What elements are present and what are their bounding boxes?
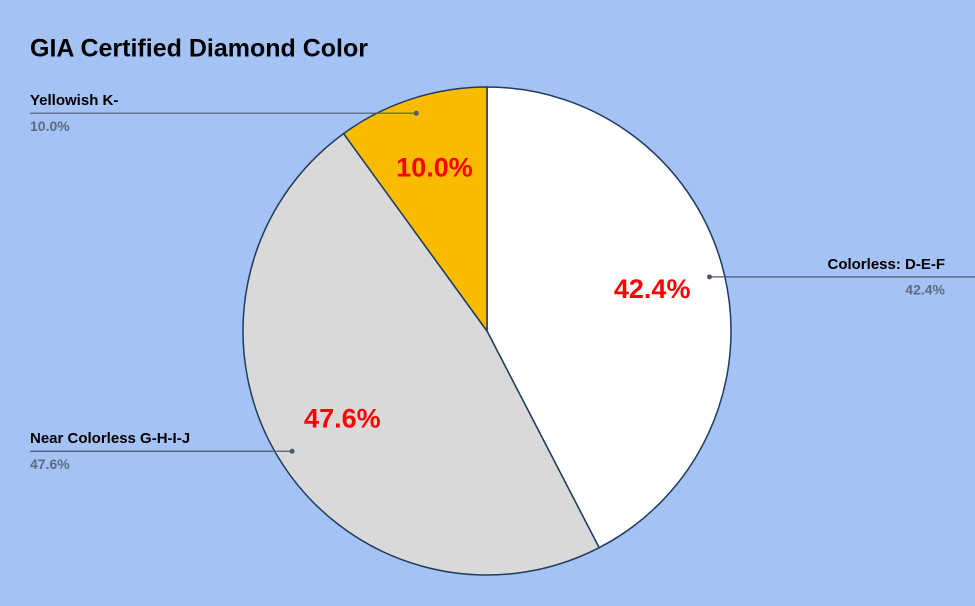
callout-value: 10.0% [30,118,70,134]
pie-slice [486,86,732,549]
legend-label: Near Colorless G-H-I-J [30,430,190,447]
legend-label: Yellowish K- [30,92,118,109]
pie-slice [342,86,488,334]
chart-title: GIA Certified Diamond Color [30,35,368,63]
slice-label: 42.4% [614,274,691,304]
callout-value: 47.6% [30,456,70,472]
legend-label: Colorless: D-E-F [827,256,945,273]
callout-dot [289,448,295,454]
pie-slice [242,132,601,576]
callout-dot [413,110,419,116]
callout-value: 42.4% [905,282,945,298]
slice-label: 10.0% [396,152,473,182]
callout-dot [707,274,713,280]
slice-label: 47.6% [304,403,381,433]
